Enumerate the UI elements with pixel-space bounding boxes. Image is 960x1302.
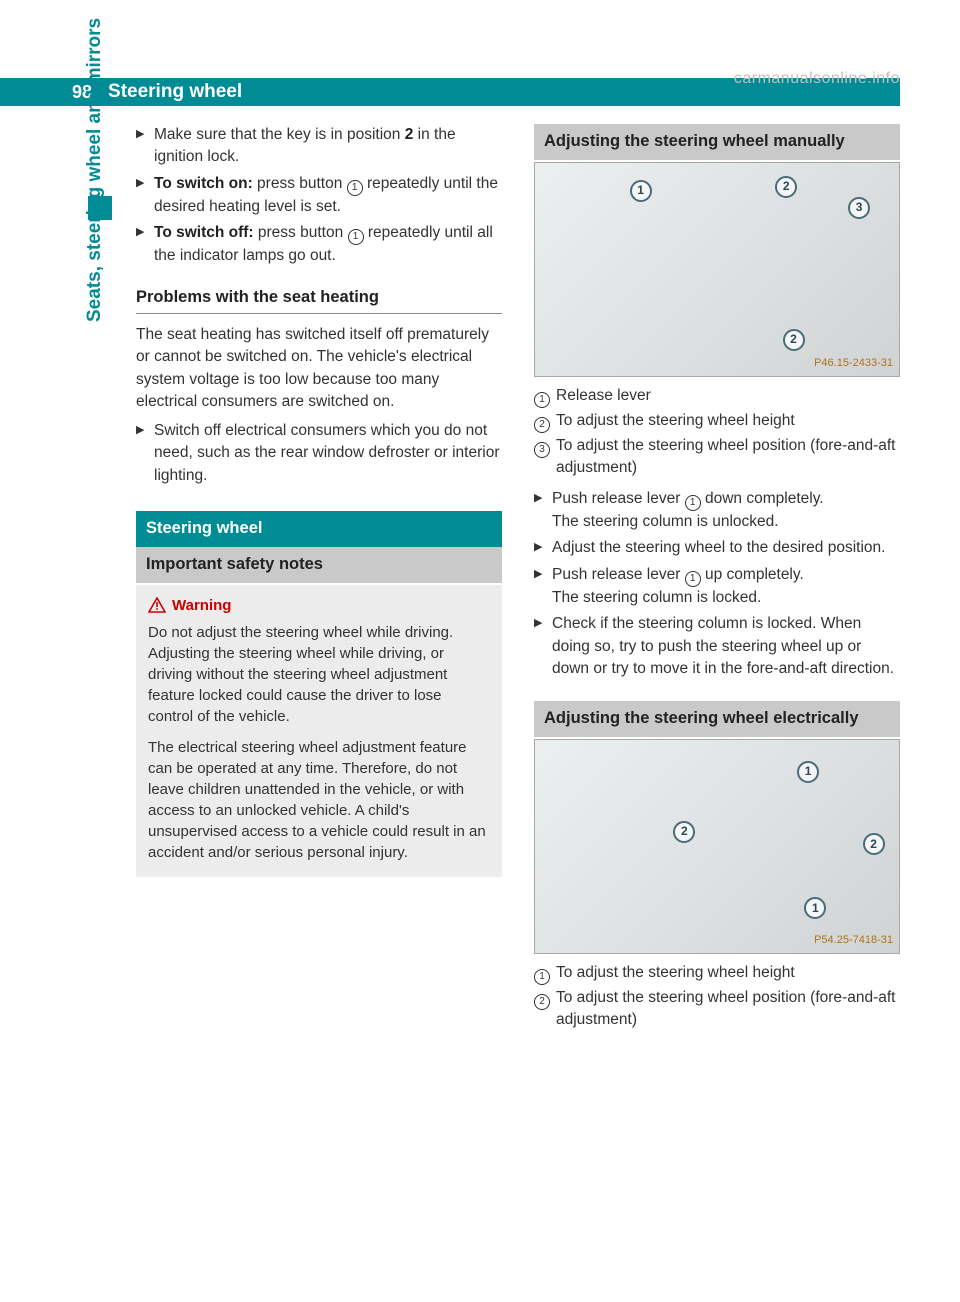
paragraph: The seat heating has switched itself off… [136, 324, 502, 414]
callout-ref-icon: 2 [534, 417, 550, 433]
legend-row: 2 To adjust the steering wheel position (… [534, 987, 900, 1032]
warning-paragraph: The electrical steering wheel adjustment… [148, 737, 490, 863]
callout-bubble: 2 [673, 821, 695, 843]
subsection-band: Important safety notes [136, 547, 502, 583]
callout-ref-icon: 1 [685, 571, 701, 587]
legend-text: To adjust the steering wheel height [556, 410, 900, 433]
callout-bubble: 1 [630, 180, 652, 202]
step-text: Check if the steering column is locked. … [552, 613, 900, 680]
manual-page: 98 Steering wheel Seats, steering wheel … [0, 0, 960, 110]
step-marker-icon: ▶ [534, 488, 552, 533]
warning-triangle-icon [148, 597, 166, 613]
warning-box: Warning Do not adjust the steering wheel… [136, 585, 502, 877]
legend-row: 1 Release lever [534, 385, 900, 408]
step-marker-icon: ▶ [136, 173, 154, 218]
callout-ref-icon: 3 [534, 442, 550, 458]
step-item: ▶ Push release lever 1 down completely. … [534, 488, 900, 533]
side-tab-label: Seats, steering wheel and mirrors [84, 18, 106, 322]
step-marker-icon: ▶ [136, 420, 154, 487]
callout-bubble: 2 [863, 833, 885, 855]
step-text: To switch on: press button 1 repeatedly … [154, 173, 502, 218]
warning-paragraph: Do not adjust the steering wheel while d… [148, 622, 490, 727]
callout-bubble: 2 [783, 329, 805, 351]
callout-ref-icon: 1 [685, 495, 701, 511]
legend-row: 1 To adjust the steering wheel height [534, 962, 900, 985]
illustration-electric-adjust: 1 2 2 1 P54.25-7418-31 [534, 739, 900, 954]
callout-ref-icon: 1 [347, 180, 363, 196]
step-item: ▶ Switch off electrical consumers which … [136, 420, 502, 487]
step-item: ▶ Adjust the steering wheel to the desir… [534, 537, 900, 559]
step-subtext: The steering column is locked. [552, 587, 900, 609]
illustration-manual-adjust: 1 2 3 2 P46.15-2433-31 [534, 162, 900, 377]
callout-bubble: 1 [804, 897, 826, 919]
warning-heading: Warning [148, 595, 490, 616]
step-marker-icon: ▶ [534, 613, 552, 680]
step-text: Adjust the steering wheel to the desired… [552, 537, 900, 559]
step-item: ▶ Make sure that the key is in position … [136, 124, 502, 169]
image-code: P46.15-2433-31 [814, 356, 893, 372]
step-item: ▶ Push release lever 1 up completely. Th… [534, 564, 900, 609]
content-columns: ▶ Make sure that the key is in position … [136, 124, 900, 1034]
callout-ref-icon: 2 [534, 994, 550, 1010]
subsection-band: Adjusting the steering wheel manually [534, 124, 900, 160]
section-band: Steering wheel [136, 511, 502, 547]
step-text: Switch off electrical consumers which yo… [154, 420, 502, 487]
legend-row: 3 To adjust the steering wheel position (… [534, 435, 900, 480]
step-text: Push release lever 1 up completely. The … [552, 564, 900, 609]
callout-bubble: 3 [848, 197, 870, 219]
subsection-band: Adjusting the steering wheel electricall… [534, 701, 900, 737]
step-text: Make sure that the key is in position 2 … [154, 124, 502, 169]
legend-text: To adjust the steering wheel position (f… [556, 435, 900, 480]
subsection-heading: Problems with the seat heating [136, 286, 502, 314]
step-item: ▶ To switch on: press button 1 repeatedl… [136, 173, 502, 218]
callout-bubble: 1 [797, 761, 819, 783]
step-marker-icon: ▶ [534, 564, 552, 609]
legend-text: To adjust the steering wheel position (f… [556, 987, 900, 1032]
step-marker-icon: ▶ [534, 537, 552, 559]
right-column: Adjusting the steering wheel manually 1 … [534, 124, 900, 1034]
image-code: P54.25-7418-31 [814, 933, 893, 949]
left-column: ▶ Make sure that the key is in position … [136, 124, 502, 1034]
callout-ref-icon: 1 [534, 392, 550, 408]
callout-ref-icon: 1 [534, 969, 550, 985]
legend-text: Release lever [556, 385, 900, 408]
legend-text: To adjust the steering wheel height [556, 962, 900, 985]
callout-ref-icon: 1 [348, 229, 364, 245]
footer-watermark: carmanualsonline.info [734, 70, 900, 88]
warning-label: Warning [172, 595, 231, 616]
step-marker-icon: ▶ [136, 222, 154, 267]
step-marker-icon: ▶ [136, 124, 154, 169]
step-text: To switch off: press button 1 repeatedly… [154, 222, 502, 267]
legend-row: 2 To adjust the steering wheel height [534, 410, 900, 433]
header-title: Steering wheel [108, 81, 242, 103]
step-text: Push release lever 1 down completely. Th… [552, 488, 900, 533]
step-subtext: The steering column is unlocked. [552, 511, 900, 533]
callout-bubble: 2 [775, 176, 797, 198]
step-item: ▶ To switch off: press button 1 repeated… [136, 222, 502, 267]
step-item: ▶ Check if the steering column is locked… [534, 613, 900, 680]
